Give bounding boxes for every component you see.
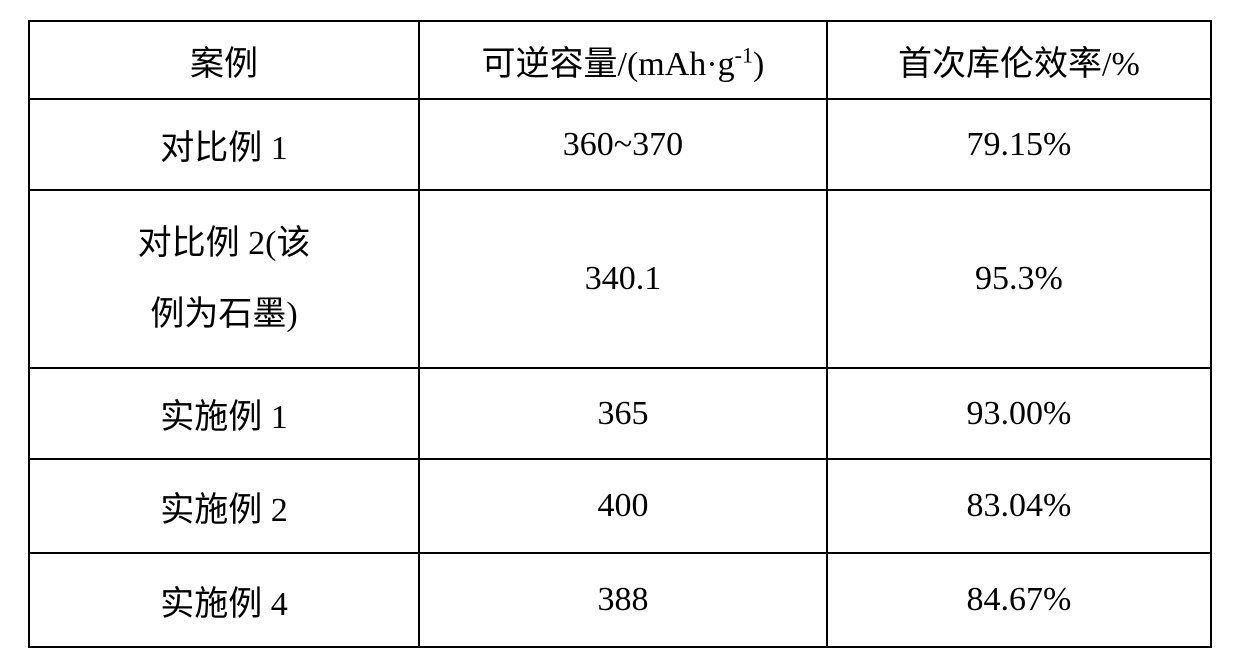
cell-capacity: 360~370	[419, 99, 827, 190]
capacity-label-suffix: )	[753, 46, 764, 83]
capacity-label-sup: -1	[735, 42, 753, 67]
table-row: 实施例 2 400 83.04%	[29, 459, 1211, 553]
cell-case: 对比例 1	[29, 99, 419, 190]
cell-efficiency: 83.04%	[827, 459, 1211, 553]
cell-capacity: 365	[419, 368, 827, 459]
table-row: 对比例 1 360~370 79.15%	[29, 99, 1211, 190]
cell-case: 实施例 1	[29, 368, 419, 459]
cell-case-line2: 例为石墨)	[150, 296, 297, 333]
cell-capacity: 400	[419, 459, 827, 553]
cell-case: 对比例 2(该 例为石墨)	[29, 190, 419, 368]
table-row: 对比例 2(该 例为石墨) 340.1 95.3%	[29, 190, 1211, 368]
data-table: 案例 可逆容量/(mAh·g-1) 首次库伦效率/% 对比例 1 360~370…	[28, 20, 1212, 648]
capacity-label-prefix: 可逆容量/(mAh·g	[482, 46, 735, 83]
cell-efficiency: 93.00%	[827, 368, 1211, 459]
col-header-capacity: 可逆容量/(mAh·g-1)	[419, 21, 827, 99]
cell-case: 实施例 2	[29, 459, 419, 553]
table-container: 案例 可逆容量/(mAh·g-1) 首次库伦效率/% 对比例 1 360~370…	[0, 0, 1240, 668]
cell-capacity: 340.1	[419, 190, 827, 368]
table-row: 实施例 4 388 84.67%	[29, 553, 1211, 647]
cell-capacity: 388	[419, 553, 827, 647]
cell-case-line1: 对比例 2(该	[138, 225, 311, 262]
cell-efficiency: 95.3%	[827, 190, 1211, 368]
table-row: 实施例 1 365 93.00%	[29, 368, 1211, 459]
cell-case: 实施例 4	[29, 553, 419, 647]
cell-efficiency: 84.67%	[827, 553, 1211, 647]
cell-efficiency: 79.15%	[827, 99, 1211, 190]
col-header-efficiency: 首次库伦效率/%	[827, 21, 1211, 99]
table-header-row: 案例 可逆容量/(mAh·g-1) 首次库伦效率/%	[29, 21, 1211, 99]
col-header-case: 案例	[29, 21, 419, 99]
